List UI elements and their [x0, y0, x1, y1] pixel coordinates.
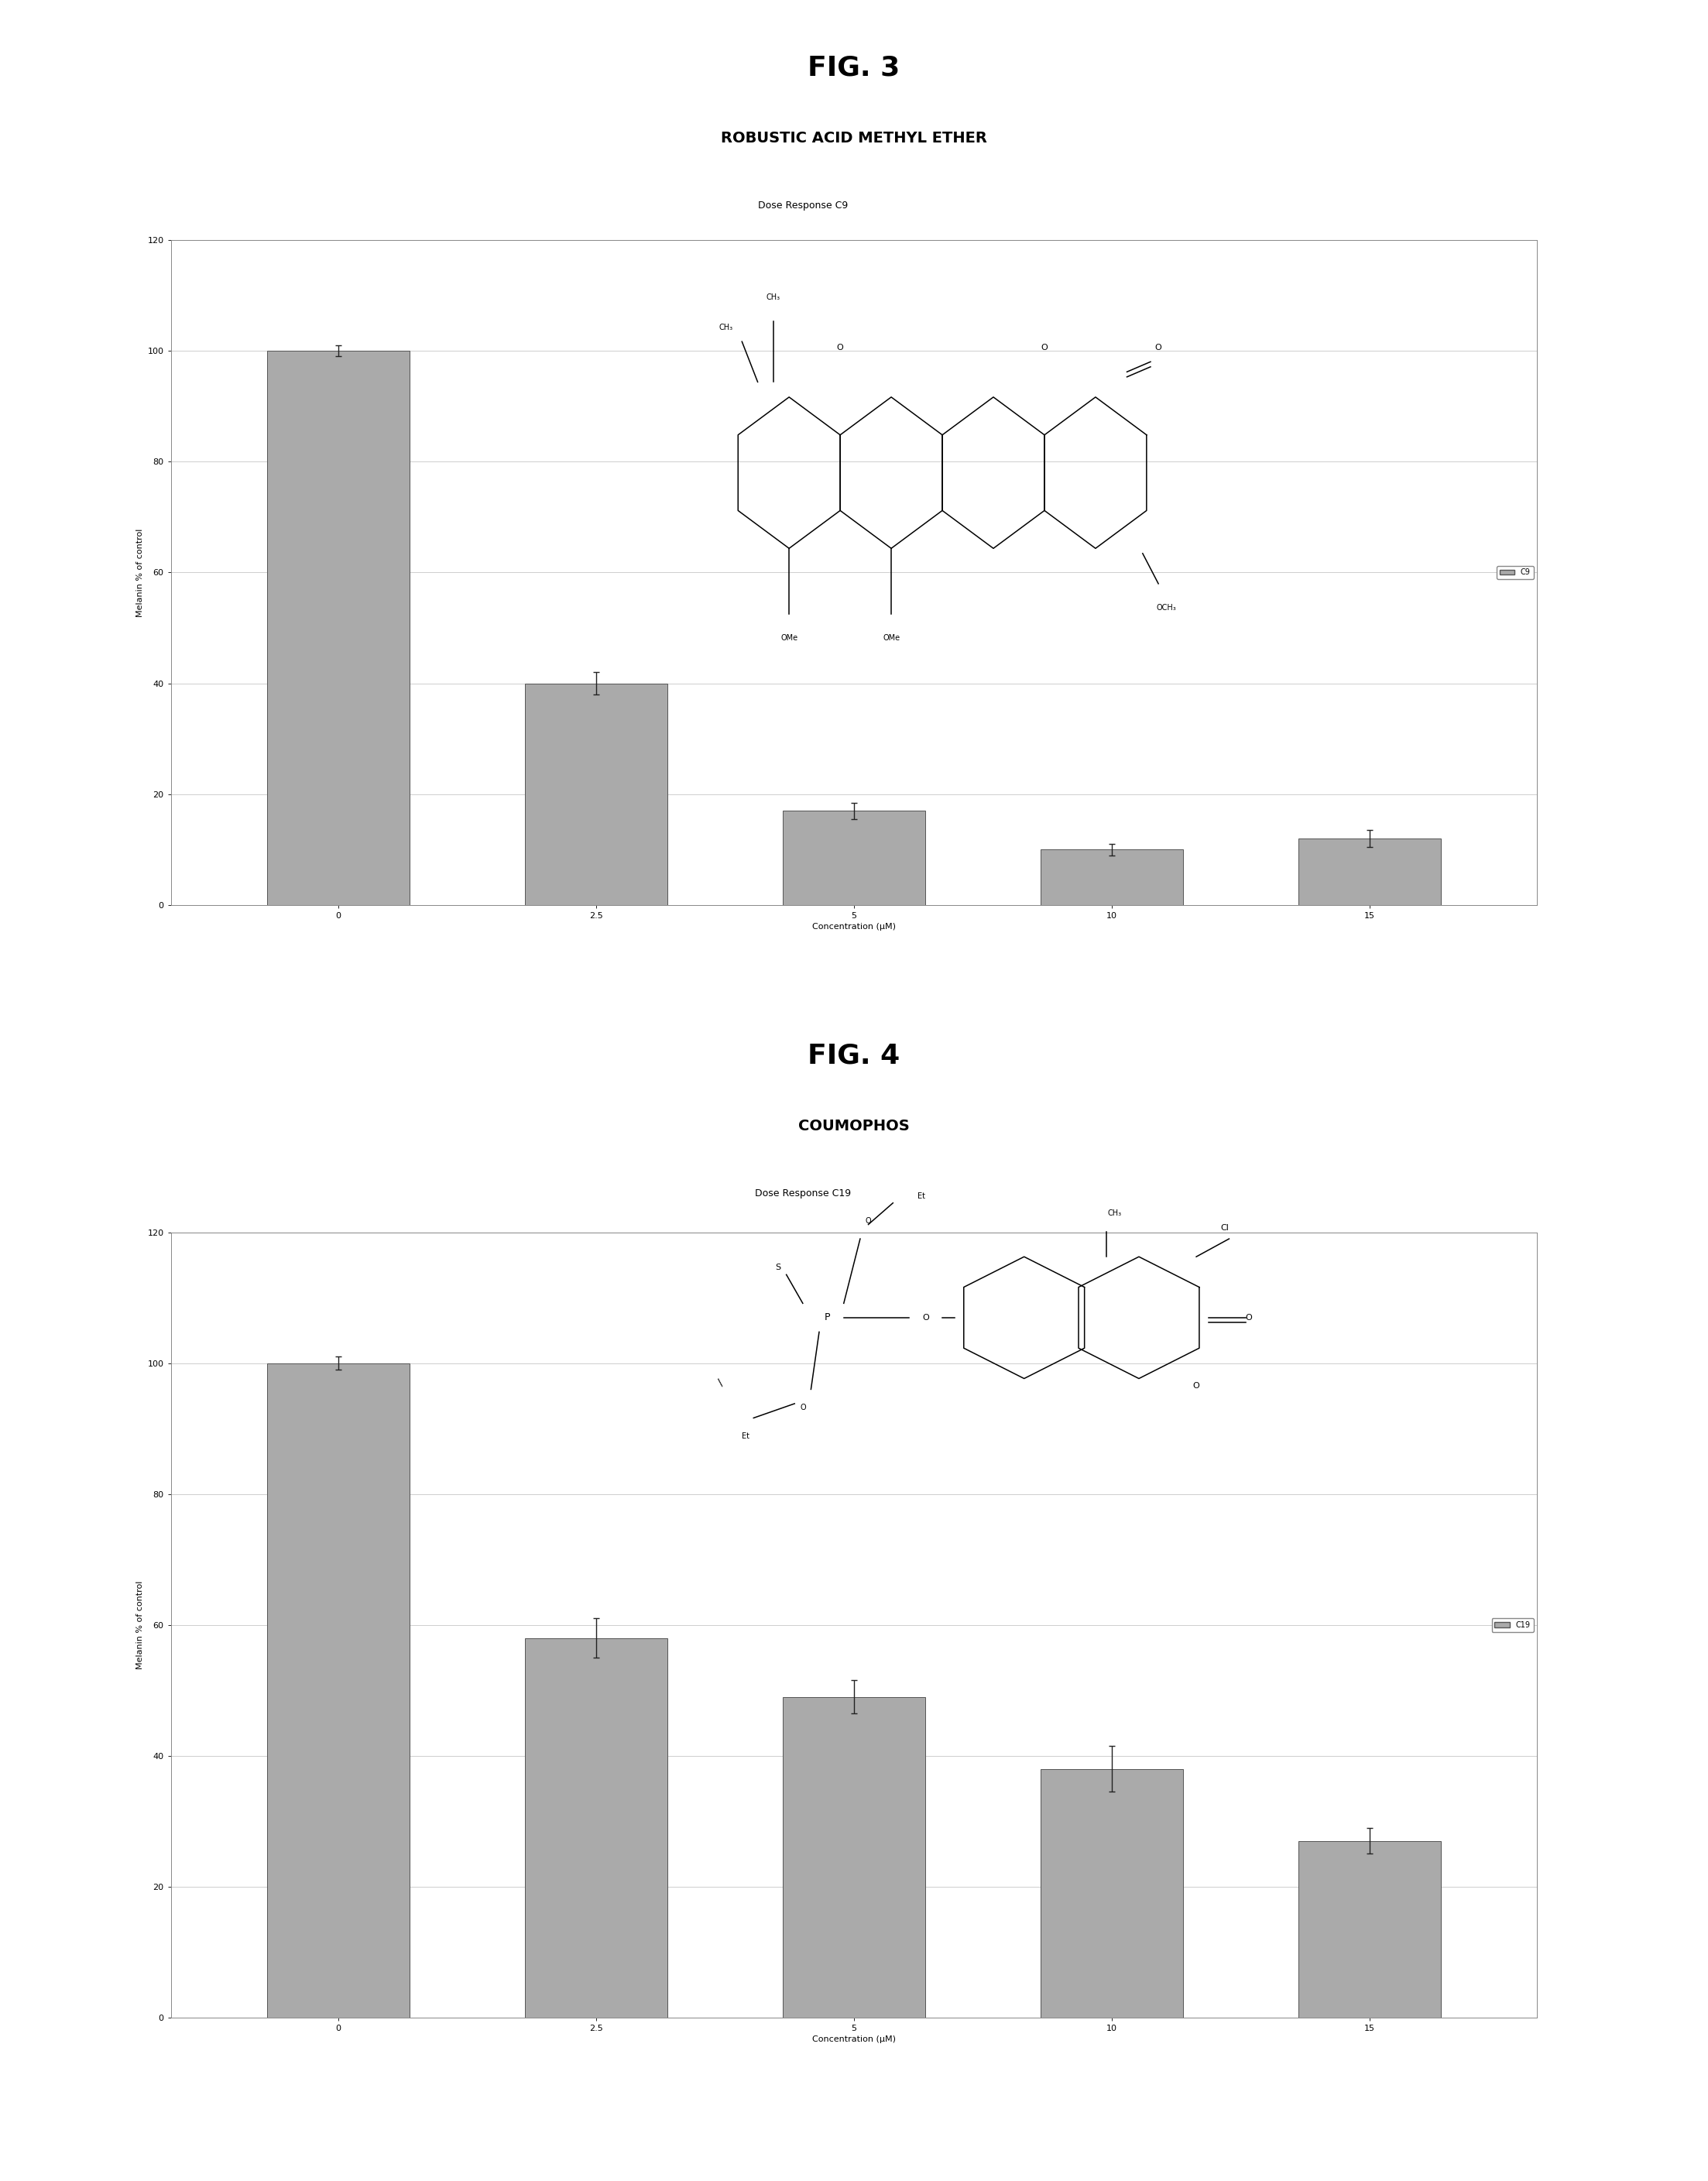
- Text: O: O: [1042, 345, 1047, 351]
- Text: Dose Response C9: Dose Response C9: [758, 201, 847, 212]
- Y-axis label: Melanin % of control: Melanin % of control: [137, 528, 143, 617]
- Text: Cl: Cl: [1221, 1224, 1230, 1232]
- Text: O: O: [799, 1405, 806, 1411]
- Legend: C19: C19: [1491, 1618, 1534, 1631]
- Bar: [782, 1697, 926, 2017]
- Text: O: O: [866, 1217, 871, 1224]
- Text: O: O: [1155, 345, 1161, 351]
- Text: FIG. 4: FIG. 4: [808, 1043, 900, 1069]
- Bar: [526, 683, 668, 905]
- Text: Et: Et: [741, 1433, 750, 1439]
- Text: CH₃: CH₃: [1107, 1210, 1122, 1217]
- Bar: [268, 351, 410, 905]
- Text: Dose Response C19: Dose Response C19: [755, 1189, 851, 1200]
- Text: O: O: [837, 345, 844, 351]
- Bar: [526, 1638, 668, 2017]
- Text: Et: Et: [917, 1193, 926, 1200]
- Text: S: S: [775, 1263, 781, 1272]
- Bar: [1040, 851, 1182, 905]
- Bar: [268, 1363, 410, 2017]
- Bar: [1040, 1769, 1182, 2017]
- Text: O: O: [1245, 1313, 1252, 1322]
- Text: FIG. 3: FIG. 3: [808, 55, 900, 81]
- Text: CH₃: CH₃: [767, 294, 781, 301]
- X-axis label: Concentration (µM): Concentration (µM): [813, 2035, 895, 2044]
- Text: /: /: [716, 1376, 726, 1387]
- Bar: [782, 811, 926, 905]
- Text: O: O: [922, 1313, 929, 1322]
- Bar: [1298, 840, 1440, 905]
- X-axis label: Concentration (µM): Concentration (µM): [813, 923, 895, 931]
- Text: ROBUSTIC ACID METHYL ETHER: ROBUSTIC ACID METHYL ETHER: [721, 131, 987, 146]
- Text: OMe: OMe: [781, 635, 798, 641]
- Text: O: O: [1192, 1383, 1199, 1389]
- Y-axis label: Melanin % of control: Melanin % of control: [137, 1581, 143, 1668]
- Text: CH₃: CH₃: [719, 323, 733, 332]
- Text: P: P: [825, 1313, 830, 1322]
- Text: OMe: OMe: [883, 635, 900, 641]
- Bar: [1298, 1841, 1440, 2017]
- Text: COUMOPHOS: COUMOPHOS: [798, 1119, 910, 1134]
- Text: OCH₃: OCH₃: [1156, 604, 1177, 611]
- Legend: C9: C9: [1496, 565, 1534, 580]
